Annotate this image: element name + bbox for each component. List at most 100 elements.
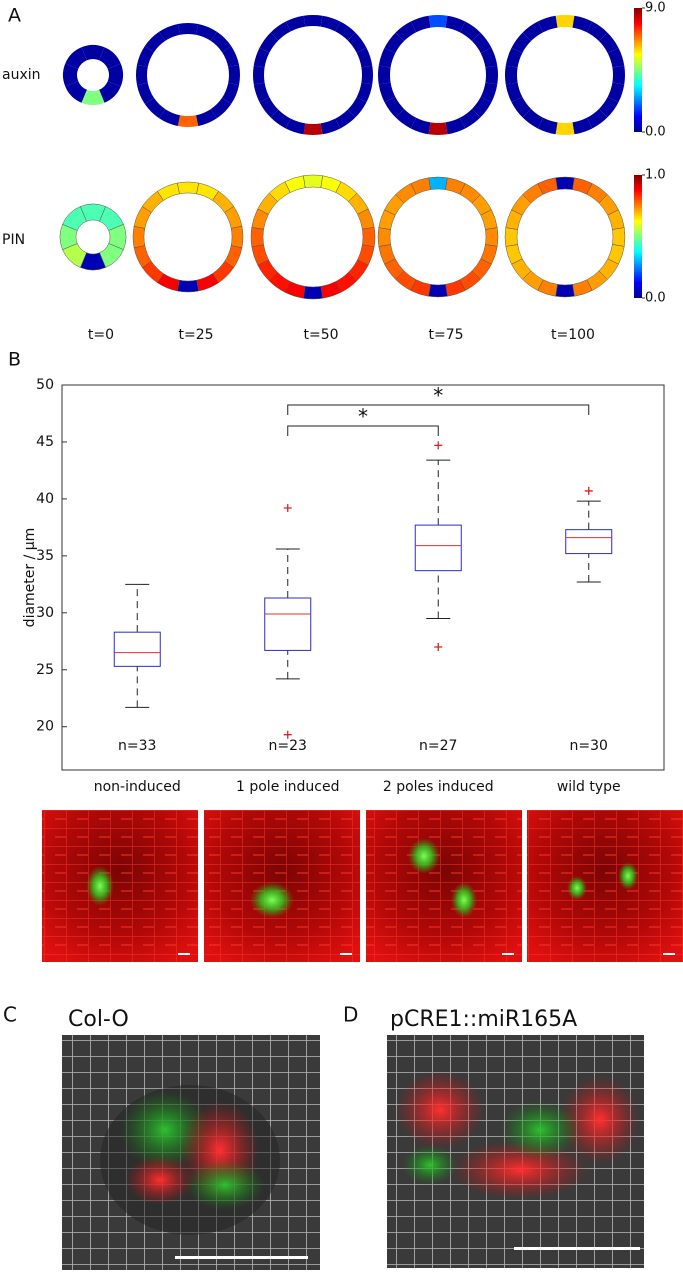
ring-segment [320, 15, 341, 32]
ring-segment [459, 21, 481, 42]
ring-segment [303, 123, 323, 136]
ring-segment [356, 82, 373, 103]
ring-segment [253, 47, 270, 68]
time-label: t=100 [551, 327, 595, 343]
box [565, 529, 613, 555]
plot-frame [61, 384, 665, 771]
ring-segment [285, 118, 306, 135]
ring-segment [99, 81, 121, 103]
ring-segment [250, 227, 264, 247]
ring-segment [253, 82, 270, 103]
panel-label: D [343, 1003, 358, 1027]
outlier [283, 504, 292, 513]
micro-image [387, 1035, 644, 1268]
panel-label: C [3, 1003, 17, 1027]
ring-segment [428, 176, 448, 190]
ring-segment [361, 65, 373, 85]
ring-segment [505, 82, 523, 103]
ring-segment [177, 23, 199, 35]
ring-segment [445, 117, 466, 135]
panel-title: Col-O [68, 1007, 129, 1032]
ring-segment [99, 47, 121, 69]
y-tick-label: 25 [36, 662, 54, 678]
outlier [283, 730, 292, 739]
ring-segment [222, 46, 240, 68]
ring-segment [195, 109, 217, 127]
ring-segment [598, 96, 619, 118]
ring-segment [303, 286, 323, 300]
ring-segment [410, 177, 431, 195]
n-label: n=30 [570, 738, 608, 754]
ring-segment [505, 47, 523, 68]
ring-segment [428, 284, 448, 298]
y-tick-label: 30 [36, 605, 54, 621]
ring-segment [65, 81, 87, 103]
ring-segment [159, 23, 181, 41]
outlier [434, 642, 443, 651]
ring-segment [555, 122, 575, 135]
time-label: t=25 [178, 327, 213, 343]
outlier [434, 441, 443, 450]
ring-segment [410, 117, 431, 135]
ring-segment [210, 31, 232, 53]
x-tick-label: 1 pole induced [236, 779, 339, 795]
ring-segment [285, 15, 306, 32]
ring-segment [378, 65, 391, 85]
x-tick-label: wild type [557, 779, 621, 795]
ring-segment [471, 32, 492, 54]
n-label: n=33 [118, 738, 156, 754]
ring-segment [159, 109, 181, 127]
ring-segment [347, 32, 367, 53]
ring-segment [65, 47, 87, 69]
ring-segment [259, 97, 279, 118]
microscopy-images [42, 810, 683, 1270]
ring-segment [555, 284, 575, 298]
ring-segment [107, 63, 123, 87]
ring-segment [356, 47, 373, 68]
ring-segment [537, 117, 558, 135]
y-tick-label: 20 [36, 719, 54, 735]
box [414, 524, 462, 572]
ring-segment [177, 115, 199, 128]
time-label: t=0 [88, 327, 114, 343]
ring-segment [144, 97, 166, 119]
outlier [584, 486, 593, 495]
row-label: auxin [2, 67, 41, 83]
ring-segment [259, 32, 279, 53]
panel-label: B [8, 349, 21, 371]
ring-segment [586, 108, 608, 129]
ring-segment [485, 227, 499, 247]
box [113, 631, 161, 667]
ring-segment [586, 21, 608, 42]
ring-segment [428, 122, 448, 136]
ring-segment [384, 32, 405, 54]
ring-segment [132, 225, 146, 249]
ring-segment [607, 47, 625, 68]
ring-segment [471, 96, 492, 118]
ring-segment [81, 89, 105, 105]
ring-segment [428, 14, 448, 28]
y-tick-label: 40 [36, 491, 54, 507]
ring-segment [485, 65, 498, 85]
ring-segment [377, 227, 391, 247]
n-label: n=23 [269, 738, 307, 754]
ring-segment [384, 96, 405, 118]
ring-segment [410, 15, 431, 33]
ring-segment [62, 206, 87, 231]
ring-segment [445, 15, 466, 33]
ring-segment [230, 225, 244, 249]
colorbar-label: 0.0 [645, 291, 666, 306]
ring-segment [136, 82, 154, 104]
colorbar-label: 1.0 [645, 168, 666, 183]
significance-bracket [287, 404, 590, 415]
ring-segment [176, 181, 200, 195]
panel-label: A [8, 5, 21, 27]
micro-image [527, 810, 683, 962]
ring-segment [136, 46, 154, 68]
y-tick-label: 45 [36, 434, 54, 450]
ring-segment [335, 109, 356, 129]
ring-segment [270, 21, 291, 41]
ring-segment [222, 82, 240, 104]
ring-segment [555, 15, 575, 28]
